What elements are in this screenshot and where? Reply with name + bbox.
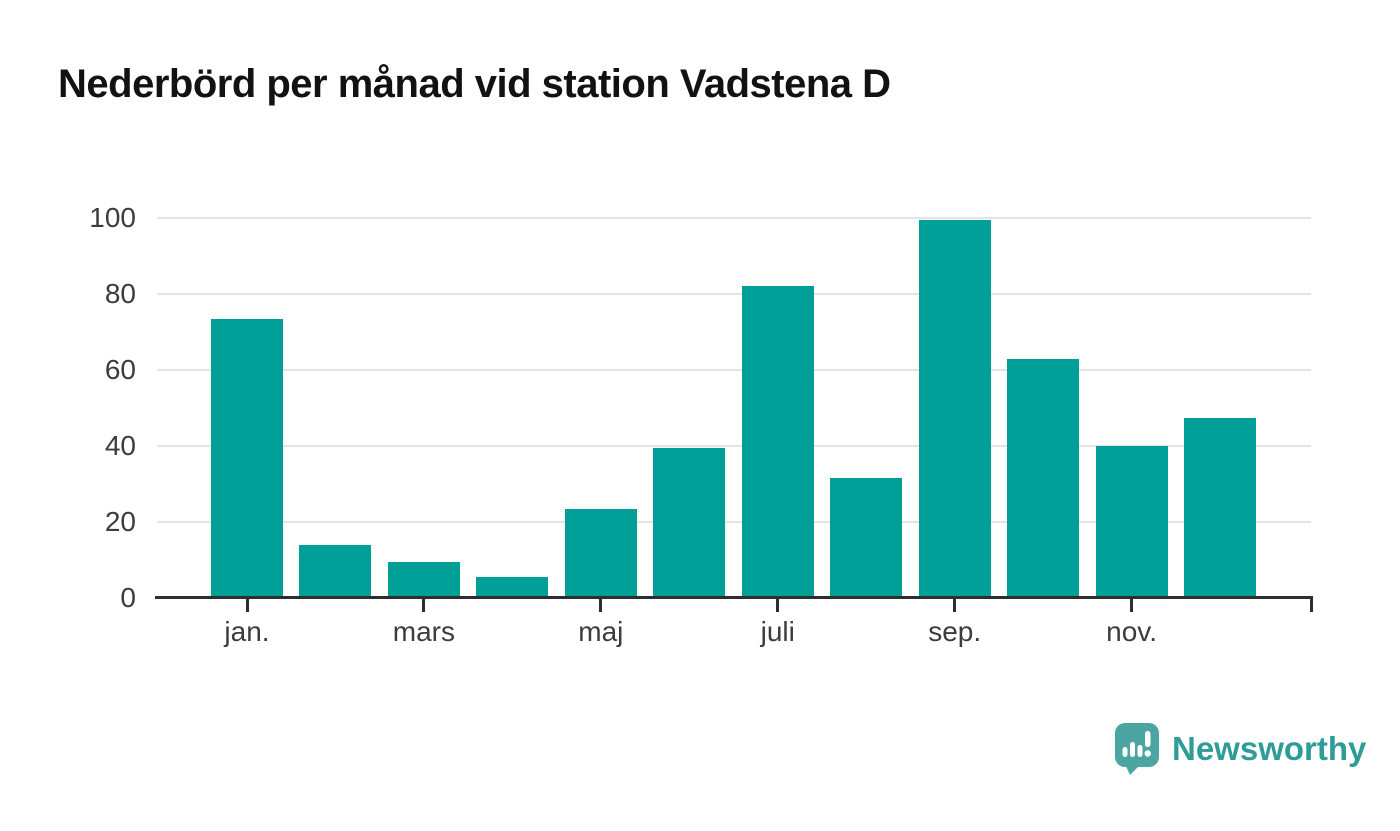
bar-nov [1095,446,1168,598]
gridline-y-40 [157,445,1311,447]
y-axis-tick-label: 20 [104,506,136,537]
bar-juni [653,447,726,598]
x-axis-tick [953,599,957,612]
x-axis-tick-label: jan. [224,616,270,647]
newsworthy-logo-icon [1115,723,1159,775]
x-axis-tick-label: mars [392,616,456,647]
x-axis-tick [776,599,780,612]
x-axis-tick-label: juli [760,616,795,647]
precipitation-bar-chart: 0 20 40 60 80 100 jan. mars maj juli sep. nov. [89,202,1313,647]
newsworthy-logo[interactable]: Newsworthy [1114,722,1366,776]
x-axis-tick-label: maj [578,616,624,647]
x-axis-line [155,596,1313,599]
bar-juli [741,286,814,598]
bar-sep [918,219,991,598]
bar-apr [476,577,549,598]
x-axis-tick [245,599,249,612]
x-axis-tick [422,599,426,612]
bar-dec [1184,417,1257,598]
y-axis-tick-label: 60 [104,354,136,385]
gridline-y-20 [157,521,1311,523]
x-axis-tick [599,599,603,612]
bar-okt [1007,358,1080,598]
gridline-y-80 [157,293,1311,295]
chart-title: Nederbörd per månad vid station Vadstena… [58,62,891,106]
bar-mars [387,561,460,598]
x-axis-tick [1130,599,1134,612]
bar-maj [564,508,637,598]
gridline-y-100 [157,217,1311,219]
y-axis-tick-label: 100 [89,202,136,233]
y-axis-tick-label: 40 [104,430,136,461]
x-axis-tick-label: nov. [1106,616,1158,647]
bar-jan [211,318,283,598]
newsworthy-logo-text: Newsworthy [1172,730,1367,767]
gridline-y-60 [157,369,1311,371]
x-axis-tick [1309,599,1313,612]
x-axis-tick-label: sep. [928,616,982,647]
bar-feb [299,544,372,598]
bar-aug [830,478,903,598]
y-axis-tick-label: 80 [104,278,136,309]
y-axis-tick-label: 0 [120,582,136,613]
